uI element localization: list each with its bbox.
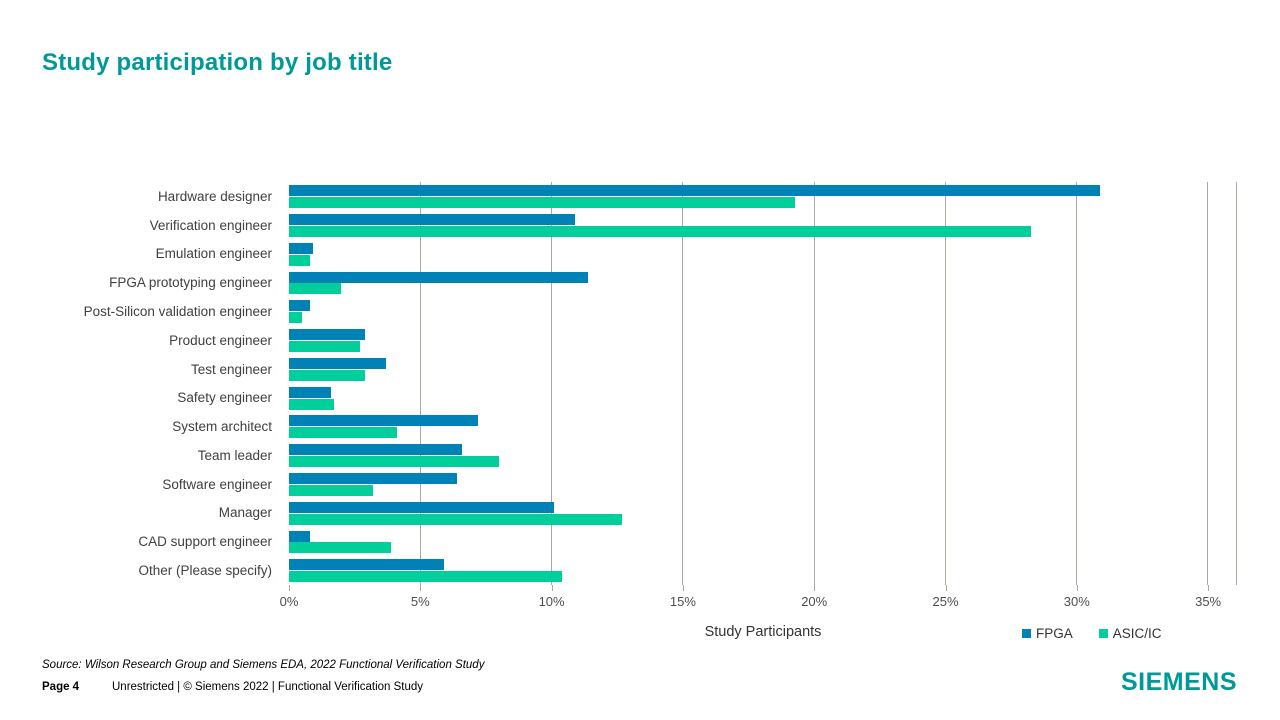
category-label: Product engineer bbox=[169, 332, 272, 348]
axis-tick bbox=[289, 585, 290, 591]
axis-tick-label: 0% bbox=[279, 594, 299, 609]
legend-item: FPGA bbox=[1022, 626, 1073, 641]
axis-tick bbox=[814, 585, 816, 591]
bar-asic bbox=[289, 254, 310, 266]
bar-fpga bbox=[289, 501, 554, 513]
axis-tick-label: 5% bbox=[410, 594, 430, 609]
gridline bbox=[813, 182, 815, 585]
axis-tick bbox=[945, 585, 947, 591]
category-label: Test engineer bbox=[190, 361, 272, 377]
chart-legend: FPGA ASIC/IC bbox=[1022, 626, 1162, 641]
bar-fpga bbox=[289, 213, 575, 225]
bar-asic bbox=[289, 571, 562, 583]
x-axis-tick-labels: 0% 5% 10% 15% 20% 25% 30% 35% bbox=[280, 594, 1237, 610]
category-label: Post-Silicon validation engineer bbox=[83, 304, 272, 320]
category-label: System architect bbox=[172, 419, 272, 435]
bar-asic bbox=[289, 427, 397, 439]
category-label: Emulation engineer bbox=[155, 246, 272, 262]
bar-asic bbox=[289, 369, 366, 381]
gridline bbox=[1075, 182, 1077, 585]
gridline bbox=[420, 182, 422, 585]
axis-tick-label: 20% bbox=[801, 594, 828, 609]
gridline bbox=[682, 182, 684, 585]
bar-fpga bbox=[289, 271, 589, 283]
axis-tick-label: 25% bbox=[932, 594, 959, 609]
category-label: Team leader bbox=[197, 447, 272, 463]
source-note: Source: Wilson Research Group and Siemen… bbox=[42, 659, 485, 671]
legend-label: FPGA bbox=[1036, 626, 1073, 641]
gridline bbox=[1207, 182, 1209, 585]
category-label: Software engineer bbox=[162, 476, 272, 492]
axis-tick-label: 35% bbox=[1195, 594, 1222, 609]
bar-asic bbox=[289, 197, 796, 208]
classification-text: Unrestricted | © Siemens 2022 | Function… bbox=[112, 681, 424, 693]
bar-fpga bbox=[289, 530, 310, 542]
axis-tick-label: 30% bbox=[1063, 594, 1090, 609]
category-label: Manager bbox=[218, 505, 272, 521]
bar-fpga bbox=[289, 444, 463, 456]
bar-fpga bbox=[289, 242, 313, 254]
bar-fpga bbox=[289, 300, 310, 312]
axis-tick-label: 15% bbox=[669, 594, 696, 609]
category-label: Safety engineer bbox=[177, 390, 272, 406]
bar-asic bbox=[289, 542, 392, 554]
plot-area bbox=[289, 182, 1237, 585]
axis-tick bbox=[420, 585, 422, 591]
axis-tick bbox=[1208, 585, 1210, 591]
bar-asic bbox=[289, 456, 499, 468]
bar-asic bbox=[289, 340, 360, 352]
category-label: Hardware designer bbox=[157, 188, 272, 204]
bar-fpga bbox=[289, 559, 444, 571]
category-label: FPGA prototyping engineer bbox=[109, 275, 272, 291]
page-title: Study participation by job title bbox=[42, 49, 393, 76]
bar-fpga bbox=[289, 473, 457, 485]
bar-fpga bbox=[289, 185, 1100, 197]
legend-item: ASIC/IC bbox=[1098, 626, 1162, 641]
category-label: CAD support engineer bbox=[138, 534, 272, 550]
bar-asic bbox=[289, 484, 373, 496]
page-number: Page 4 bbox=[42, 681, 80, 693]
legend-swatch bbox=[1098, 629, 1108, 638]
legend-label: ASIC/IC bbox=[1112, 626, 1162, 641]
axis-tick-label: 10% bbox=[538, 594, 565, 609]
legend-swatch bbox=[1022, 629, 1031, 638]
category-label: Other (Please specify) bbox=[138, 563, 272, 579]
bar-fpga bbox=[289, 386, 331, 398]
axis-tick bbox=[1076, 585, 1078, 591]
x-axis-ticks bbox=[289, 585, 1237, 592]
category-label: Verification engineer bbox=[149, 217, 272, 233]
siemens-logo: SIEMENS bbox=[1120, 668, 1237, 696]
bar-asic bbox=[289, 283, 342, 295]
gridline bbox=[551, 182, 553, 585]
x-axis-title: Study Participants bbox=[704, 624, 822, 640]
bar-fpga bbox=[289, 357, 387, 369]
bar-asic bbox=[289, 398, 334, 410]
bar-fpga bbox=[289, 329, 366, 341]
axis-tick bbox=[551, 585, 553, 591]
axis-tick bbox=[682, 585, 684, 591]
gridline bbox=[944, 182, 946, 585]
category-axis: Hardware designer Verification engineer Em… bbox=[0, 182, 281, 585]
bar-asic bbox=[289, 312, 303, 324]
bar-fpga bbox=[289, 415, 478, 427]
bar-asic bbox=[289, 225, 1032, 237]
bar-asic bbox=[289, 513, 623, 525]
